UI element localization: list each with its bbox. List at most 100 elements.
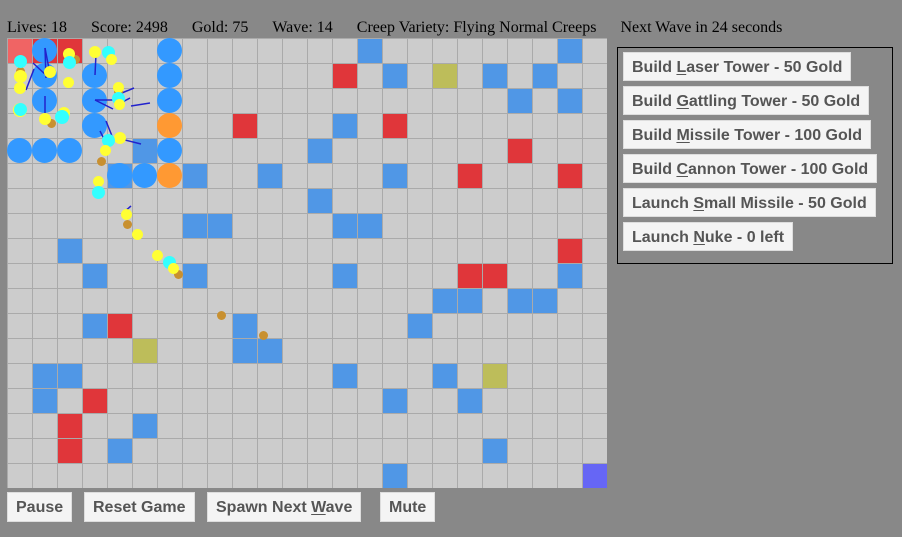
tile-blue xyxy=(233,314,257,338)
laser-tower[interactable] xyxy=(32,138,57,163)
tile-olive xyxy=(133,339,157,363)
lives-counter: Lives: 18 xyxy=(7,19,67,36)
bullet xyxy=(122,219,132,229)
tile-blue xyxy=(133,414,157,438)
creep-yellow xyxy=(39,113,51,125)
laser-tower[interactable] xyxy=(57,138,82,163)
creep-yellow xyxy=(44,66,56,78)
tile-blue xyxy=(508,89,532,113)
tile-blue xyxy=(33,389,57,413)
creep-yellow xyxy=(105,53,117,65)
build-missile-tower-button[interactable]: Build Missile Tower - 100 Gold xyxy=(623,120,871,149)
tile-blue xyxy=(533,289,557,313)
tile-blue xyxy=(533,64,557,88)
tile-blue xyxy=(58,364,82,388)
tile-blue xyxy=(358,39,382,63)
game-board[interactable] xyxy=(7,38,607,488)
reset-game-button[interactable]: Reset Game xyxy=(84,492,195,522)
creep-yellow xyxy=(112,81,124,93)
tile-blue xyxy=(133,139,157,163)
tile-purple xyxy=(583,464,607,488)
creep-variety: Creep Variety: Flying Normal Creeps xyxy=(356,19,597,36)
laser-tower[interactable] xyxy=(107,163,132,188)
tile-blue xyxy=(108,439,132,463)
tile-blue xyxy=(258,164,282,188)
laser-tower[interactable] xyxy=(132,163,157,188)
laser-tower[interactable] xyxy=(157,38,182,63)
tile-blue xyxy=(358,214,382,238)
build-laser-tower-button[interactable]: Build Laser Tower - 50 Gold xyxy=(623,52,852,81)
tile-red xyxy=(558,239,582,263)
tile-olive xyxy=(483,364,507,388)
tile-blue xyxy=(383,464,407,488)
laser-tower[interactable] xyxy=(82,88,107,113)
creep-yellow xyxy=(151,249,163,261)
mute-button[interactable]: Mute xyxy=(380,492,436,522)
tile-blue xyxy=(308,139,332,163)
creep-yellow xyxy=(89,46,101,58)
creep-yellow xyxy=(167,262,179,274)
laser-tower[interactable] xyxy=(157,63,182,88)
creep-yellow xyxy=(120,208,132,220)
creep-yellow xyxy=(131,228,143,240)
tile-blue xyxy=(333,114,357,138)
build-gattling-tower-button[interactable]: Build Gattling Tower - 50 Gold xyxy=(623,86,870,115)
bullet xyxy=(46,118,56,128)
laser-tower[interactable] xyxy=(82,63,107,88)
tile-blue xyxy=(558,39,582,63)
tile-blue xyxy=(258,339,282,363)
tile-red xyxy=(58,414,82,438)
tile-red xyxy=(383,114,407,138)
tile-blue xyxy=(458,289,482,313)
tile-blue xyxy=(433,364,457,388)
bullet xyxy=(258,330,268,340)
creep-yellow xyxy=(13,69,27,83)
laser-tower[interactable] xyxy=(32,38,57,63)
laser-tower[interactable] xyxy=(157,88,182,113)
creep-cyan xyxy=(101,133,115,147)
launch-nuke-button[interactable]: Launch Nuke - 0 left xyxy=(623,222,794,251)
launch-small-missile-button[interactable]: Launch Small Missile - 50 Gold xyxy=(623,188,876,217)
tile-blue xyxy=(458,389,482,413)
bullet xyxy=(173,269,183,279)
laser-tower[interactable] xyxy=(7,138,32,163)
tile-blue xyxy=(383,164,407,188)
creep-yellow xyxy=(62,76,74,88)
cannon-tower[interactable] xyxy=(157,163,182,188)
creep-cyan xyxy=(62,55,76,69)
tile-red xyxy=(108,314,132,338)
cannon-tower[interactable] xyxy=(157,113,182,138)
laser-tower[interactable] xyxy=(32,88,57,113)
tile-blue xyxy=(183,214,207,238)
laser-beam xyxy=(130,102,151,107)
tile-red xyxy=(58,439,82,463)
wave-counter: Wave: 14 xyxy=(272,19,333,36)
tile-blue xyxy=(333,364,357,388)
status-bar: Lives: 18 Score: 2498 Gold: 75 Wave: 14 … xyxy=(7,19,782,39)
tile-blue xyxy=(208,214,232,238)
laser-tower[interactable] xyxy=(157,138,182,163)
gold-counter: Gold: 75 xyxy=(191,19,249,36)
tile-blue xyxy=(183,164,207,188)
tile-blue xyxy=(483,64,507,88)
spawn-next-wave-button[interactable]: Spawn Next Wave xyxy=(207,492,362,522)
tile-red xyxy=(508,139,532,163)
tile-blue xyxy=(83,264,107,288)
tile-red xyxy=(558,164,582,188)
creep-cyan xyxy=(91,185,105,199)
tile-blue xyxy=(483,439,507,463)
pause-button[interactable]: Pause xyxy=(7,492,73,522)
next-wave-timer: Next Wave in 24 seconds xyxy=(620,19,783,36)
tile-blue xyxy=(558,264,582,288)
creep-yellow xyxy=(114,132,126,144)
build-cannon-tower-button[interactable]: Build Cannon Tower - 100 Gold xyxy=(623,154,878,183)
tile-red xyxy=(233,114,257,138)
creep-cyan xyxy=(55,110,69,124)
laser-tower[interactable] xyxy=(82,113,107,138)
tile-blue xyxy=(558,89,582,113)
bullet xyxy=(216,310,226,320)
creep-yellow xyxy=(92,175,104,187)
creep-yellow xyxy=(99,144,111,156)
tile-olive xyxy=(433,64,457,88)
tile-blue xyxy=(333,264,357,288)
